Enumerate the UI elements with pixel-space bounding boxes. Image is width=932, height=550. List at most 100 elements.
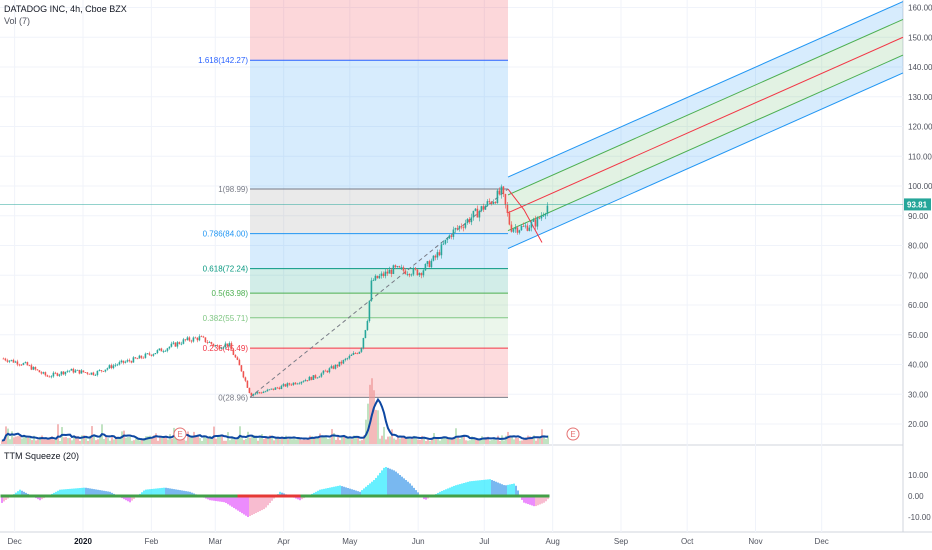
volume-bar	[33, 435, 35, 444]
candle-body	[84, 372, 87, 373]
ttm-histogram-bar	[187, 491, 189, 496]
volume-bar	[357, 436, 359, 444]
ttm-histogram-bar	[319, 489, 321, 496]
pitchfork-anchor	[507, 188, 543, 243]
ttm-histogram-bar	[403, 478, 405, 496]
candle-body	[448, 235, 451, 239]
ttm-histogram-bar	[107, 491, 109, 496]
candle-body	[526, 225, 529, 231]
ttm-histogram-bar	[521, 496, 523, 500]
volume-bar	[229, 440, 231, 444]
candle-body	[88, 373, 91, 375]
candle-body	[96, 370, 99, 375]
candle-body	[534, 219, 537, 227]
volume-bar	[9, 439, 11, 444]
ttm-squeeze-dot	[21, 494, 25, 498]
ttm-histogram-bar	[317, 490, 319, 496]
candle-body	[532, 219, 535, 222]
ttm-histogram-bar	[401, 476, 403, 496]
ttm-squeeze-dot	[159, 494, 163, 498]
candle-body	[120, 360, 123, 363]
ttm-squeeze-dot	[351, 494, 355, 498]
volume-bar	[419, 439, 421, 444]
candle-body	[366, 321, 369, 331]
volume-bar	[369, 384, 371, 444]
candle-body	[536, 217, 539, 227]
volume-bar	[427, 439, 429, 444]
candle-body	[312, 375, 315, 380]
volume-bar	[105, 436, 107, 444]
volume-bar	[13, 437, 15, 444]
ttm-squeeze-dot	[369, 494, 373, 498]
candle-body	[46, 375, 49, 377]
ttm-squeeze-dot	[402, 494, 406, 498]
ttm-squeeze-dot	[330, 494, 334, 498]
ttm-histogram-bar	[63, 489, 65, 496]
volume-bar	[531, 437, 533, 444]
candle-body	[348, 355, 351, 359]
candle-body	[38, 370, 41, 373]
pitchfork-line	[507, 72, 904, 249]
candle-body	[14, 361, 17, 363]
candle-body	[488, 201, 491, 203]
volume-bar	[93, 436, 95, 444]
volume-bar	[189, 437, 191, 444]
candle-body	[210, 342, 213, 344]
ttm-histogram-bar	[513, 483, 515, 496]
volume-bar	[39, 436, 41, 444]
candle-body	[144, 353, 147, 358]
candle-body	[60, 371, 63, 375]
ttm-histogram-bar	[339, 485, 341, 496]
ttm-histogram-bar	[251, 496, 253, 516]
ttm-histogram-bar	[255, 496, 257, 514]
ttm-squeeze-dot	[231, 494, 235, 498]
candle-body	[62, 371, 65, 375]
ttm-histogram-bar	[17, 491, 19, 496]
ttm-squeeze-dot	[189, 494, 193, 498]
volume-bar	[201, 440, 203, 444]
time-axis-label: Oct	[681, 537, 694, 546]
volume-bar	[373, 390, 375, 444]
ttm-squeeze-dot	[117, 494, 121, 498]
symbol-title[interactable]: DATADOG INC, 4h, Cboe BZX	[4, 4, 127, 14]
ttm-histogram-bar	[535, 496, 537, 507]
ttm-squeeze-dot	[183, 494, 187, 498]
volume-bar	[69, 438, 71, 444]
candle-body	[464, 222, 467, 228]
candle-body	[30, 365, 33, 370]
candle-body	[24, 362, 27, 364]
ttm-histogram-bar	[479, 480, 481, 496]
volume-bar	[23, 435, 25, 444]
volume-bar	[423, 437, 425, 444]
volume-bar	[287, 439, 289, 444]
volume-bar	[253, 435, 255, 444]
candle-body	[470, 217, 473, 223]
volume-bar	[469, 440, 471, 444]
candle-body	[376, 275, 379, 279]
volume-bar	[377, 410, 379, 444]
ttm-histogram-bar	[53, 492, 55, 496]
ttm-squeeze-dot	[543, 494, 547, 498]
volume-bar	[479, 440, 481, 444]
ttm-histogram-bar	[167, 488, 169, 496]
ttm-histogram-bar	[241, 496, 243, 514]
volume-bar	[319, 433, 321, 444]
ttm-squeeze-label[interactable]: TTM Squeeze (20)	[4, 451, 80, 461]
volume-bar	[89, 435, 91, 444]
volume-bar	[509, 435, 511, 444]
candle-body	[228, 343, 231, 346]
candle-body	[302, 381, 305, 383]
ttm-squeeze-dot	[201, 494, 205, 498]
candle-body	[304, 380, 307, 382]
candle-body	[496, 190, 499, 204]
time-axis-label: Jul	[479, 537, 489, 546]
candle-body	[456, 228, 459, 229]
volume-bar	[95, 440, 97, 444]
volume-bar	[309, 435, 311, 444]
candle-body	[104, 369, 107, 372]
ttm-squeeze-dot	[477, 494, 481, 498]
candle-body	[436, 252, 439, 258]
volume-indicator-label[interactable]: Vol (7)	[4, 16, 31, 26]
volume-bar	[505, 435, 507, 444]
